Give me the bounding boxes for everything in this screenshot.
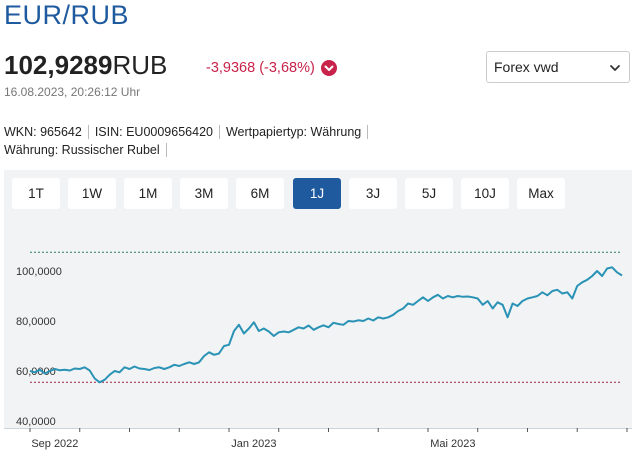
- range-tab-1w[interactable]: 1W: [68, 178, 116, 209]
- range-tab-5j[interactable]: 5J: [405, 178, 453, 209]
- chevron-down-icon: [609, 61, 621, 77]
- price-currency: RUB: [112, 50, 168, 80]
- price-change-text: -3,9368 (-3,68%): [206, 60, 315, 76]
- range-tab-max[interactable]: Max: [517, 178, 565, 209]
- range-tab-3j[interactable]: 3J: [349, 178, 397, 209]
- x-tick-label: Mai 2023: [430, 438, 475, 450]
- divider: [165, 143, 167, 157]
- y-tick-label: 100,0000: [16, 266, 62, 278]
- page-title: EUR/RUB: [4, 0, 130, 30]
- x-tick-label: Jan 2023: [231, 438, 276, 450]
- currency-label: Währung: Russischer Rubel: [4, 143, 160, 157]
- price-change: -3,9368 (-3,68%): [206, 60, 337, 76]
- security-type-label: Wertpapiertyp: Währung: [225, 125, 362, 139]
- price-timestamp: 16.08.2023, 20:26:12 Uhr: [4, 85, 141, 99]
- range-tab-1j[interactable]: 1J: [293, 178, 341, 209]
- x-tick-label: Sep 2022: [31, 438, 78, 450]
- range-tab-1m[interactable]: 1M: [124, 178, 172, 209]
- y-tick-label: 80,0000: [16, 316, 56, 328]
- exchange-select-value: Forex vwd: [494, 59, 559, 75]
- exchange-select[interactable]: Forex vwd: [486, 51, 630, 83]
- range-tab-6m[interactable]: 6M: [236, 178, 284, 209]
- arrow-down-circle-icon: [320, 60, 337, 76]
- current-price: 102,9289RUB: [4, 50, 167, 81]
- divider: [218, 125, 220, 139]
- divider: [367, 125, 369, 139]
- x-axis-line: [4, 428, 632, 429]
- range-tab-1t[interactable]: 1T: [12, 178, 60, 209]
- security-meta-row: WKN: 965642 ISIN: EU0009656420 Wertpapie…: [4, 125, 374, 139]
- y-tick-label: 40,0000: [16, 416, 56, 428]
- isin-label: ISIN: EU0009656420: [94, 125, 213, 139]
- wkn-label: WKN: 965642: [4, 125, 82, 139]
- divider: [87, 125, 89, 139]
- range-tab-10j[interactable]: 10J: [461, 178, 509, 209]
- range-tab-3m[interactable]: 3M: [180, 178, 228, 209]
- currency-meta-row: Währung: Russischer Rubel: [4, 143, 173, 157]
- price-series-line: [29, 266, 623, 384]
- price-value: 102,9289: [4, 50, 113, 80]
